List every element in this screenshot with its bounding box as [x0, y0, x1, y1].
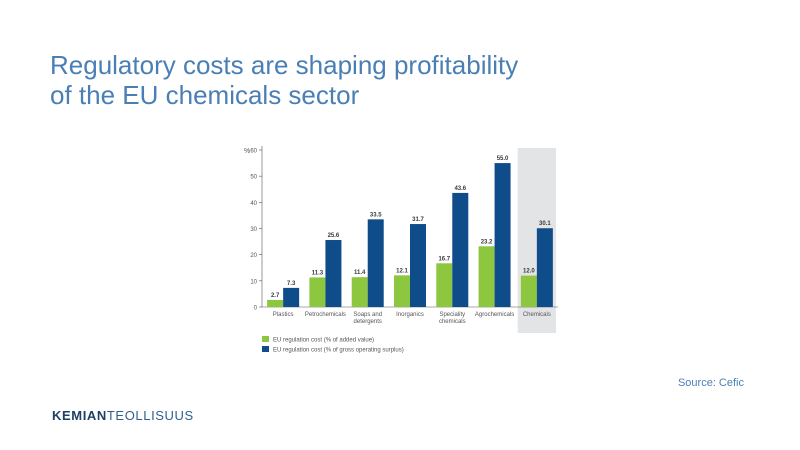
y-tick-label: 40	[250, 201, 257, 207]
bar-value-label: 23.2	[481, 239, 493, 245]
x-category-label-line: Chemicals	[523, 312, 551, 318]
y-tick-label: 20	[250, 253, 257, 259]
bar-value-label: 25.6	[328, 233, 340, 239]
x-category-label-line: detergents	[354, 319, 382, 325]
y-axis-unit-label: %	[244, 148, 250, 155]
x-category-label-line: Inorganics	[396, 312, 424, 318]
x-category-label-line: Speciality	[439, 312, 465, 318]
bar-series-2	[494, 163, 511, 307]
bar-series-2	[452, 192, 469, 307]
x-category-label-line: Plastics	[273, 312, 294, 318]
bar-series-1	[309, 277, 326, 307]
logo-text-bold: KEMIAN	[52, 408, 107, 423]
x-category-label: Soaps and detergents	[353, 312, 382, 325]
legend-label: EU regulation cost (% of added value)	[273, 338, 374, 344]
slide-title-line-1: Regulatory costs are shaping profitabili…	[50, 50, 519, 80]
x-category-label-line: Petrochemicals	[305, 312, 346, 318]
legend-swatch	[262, 346, 269, 352]
company-logo: KEMIANTEOLLISUUS	[52, 408, 194, 423]
bar-value-label: 11.4	[354, 270, 366, 276]
bar-series-2	[325, 240, 342, 307]
y-tick-label: 50	[250, 175, 257, 181]
bar-value-label: 43.6	[454, 186, 466, 192]
y-tick-label: 0	[254, 306, 258, 312]
logo-text-light: TEOLLISUUS	[106, 408, 194, 423]
x-category-label: Speciality chemicals	[439, 312, 466, 325]
x-category-label-line: Soaps and	[353, 312, 382, 318]
bar-series-1	[520, 275, 537, 307]
bar-value-label: 12.1	[396, 268, 408, 274]
bar-series-2	[410, 224, 426, 307]
x-category-label: Agrochemicals	[475, 312, 514, 318]
bar-series-1	[351, 277, 368, 307]
x-category-label: Chemicals	[523, 312, 551, 318]
bar-value-label: 16.7	[438, 256, 450, 262]
bar-series-2	[536, 228, 553, 307]
x-category-label-line: Agrochemicals	[475, 312, 514, 318]
bar-value-label: 2.7	[271, 293, 280, 299]
x-category-label: Inorganics	[396, 312, 424, 318]
bar-series-1	[436, 263, 453, 307]
legend-label: EU regulation cost (% of gross operating…	[273, 348, 404, 354]
bar-series-1	[267, 299, 284, 307]
source-note: Source: Cefic	[677, 377, 744, 389]
slide-title-line-2: of the EU chemicals sector	[50, 80, 360, 110]
bar-value-label: 33.5	[370, 212, 382, 218]
bar-value-label: 31.7	[412, 217, 424, 223]
bar-series-1	[394, 275, 410, 307]
bar-chart: % 0 10 20 30 40 50 60 2.7 7.3 Plastics 11.3 25.6 Petr…	[244, 146, 558, 354]
x-category-label: Plastics	[273, 312, 294, 318]
bar-series-2	[283, 287, 300, 307]
bar-series-2	[367, 219, 384, 307]
bar-value-label: 30.1	[539, 221, 551, 227]
bar-value-label: 55.0	[497, 156, 509, 162]
bar-value-label: 12.0	[523, 269, 535, 275]
legend-swatch	[262, 336, 269, 342]
y-tick-label: 30	[250, 227, 257, 233]
slide-title: Regulatory costs are shaping profitabili…	[50, 50, 650, 110]
bar-value-label: 11.3	[312, 270, 324, 276]
x-category-label: Petrochemicals	[305, 312, 346, 318]
y-tick-label: 60	[250, 149, 257, 155]
bar-series-1	[478, 246, 495, 307]
bar-value-label: 7.3	[287, 281, 296, 287]
y-tick-label: 10	[250, 279, 257, 285]
x-category-label-line: chemicals	[439, 319, 466, 325]
